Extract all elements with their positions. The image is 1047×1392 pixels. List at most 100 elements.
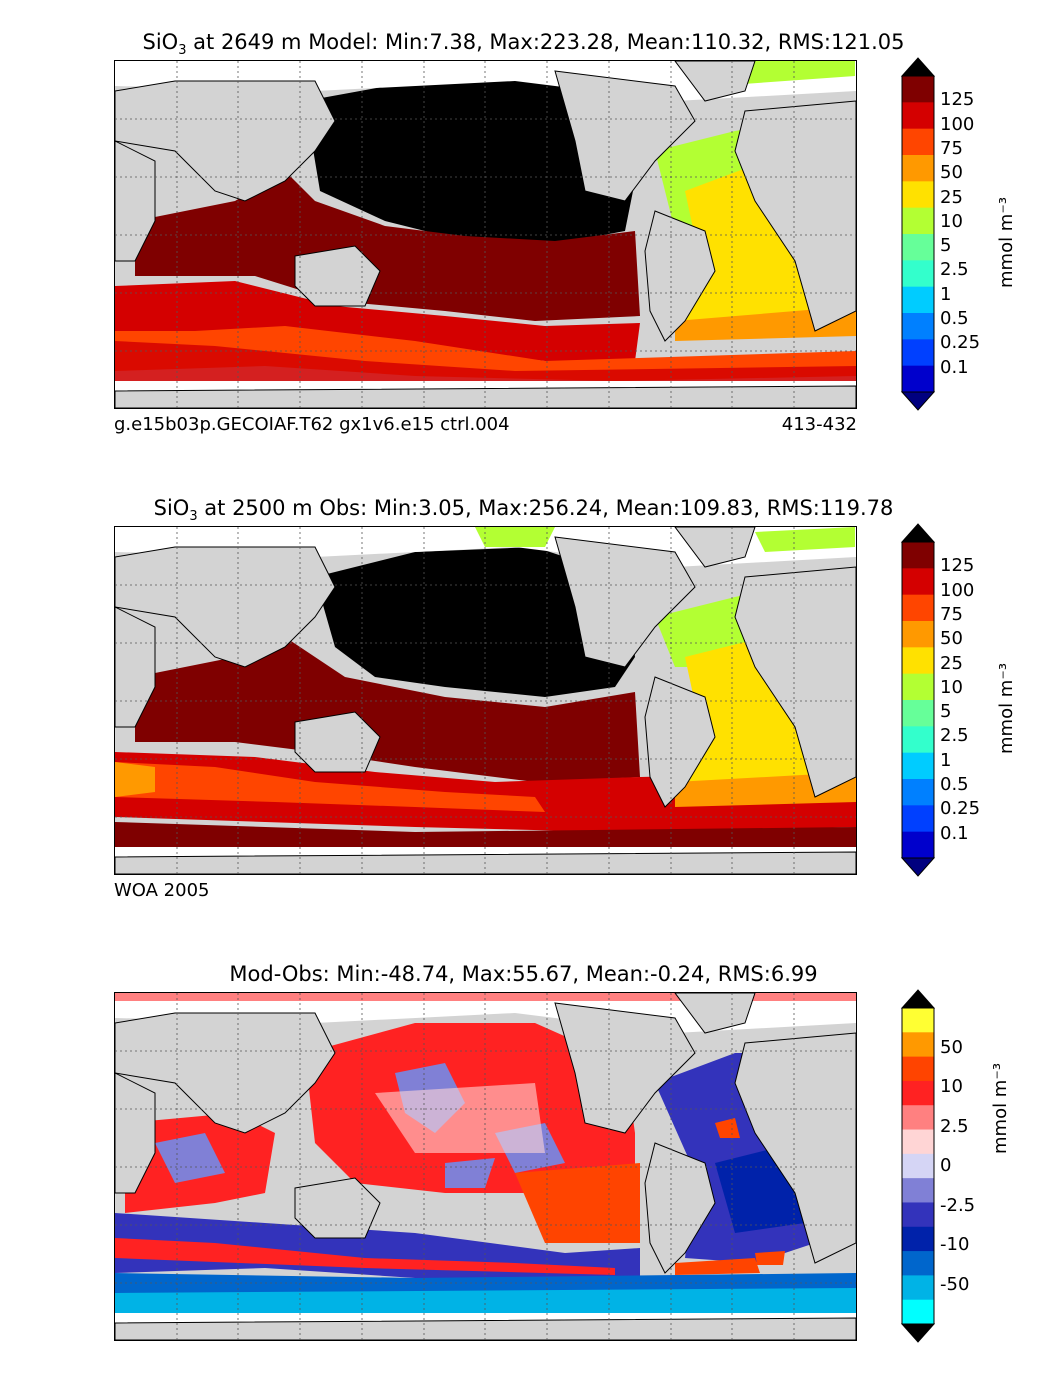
model-map [114,60,857,409]
colorbar-tick-label: -10 [940,1234,970,1255]
arctic-green [475,527,855,552]
colorbar-swatch [902,1299,934,1325]
units-label: mmol m⁻³ [996,662,1017,754]
colorbar-svg [900,57,936,411]
model-map-svg [115,61,856,408]
greenland [674,61,756,102]
colorbar-tick-label: 75 [940,137,963,159]
panel-title: SiO3 at 2500 m Obs: Min:3.05, Max:256.24… [153,496,894,525]
colorbar-swatch [902,621,934,648]
colorbar-swatch [902,260,934,288]
colorbar-tick-label: 100 [940,113,975,135]
colorbar-swatch [902,700,934,727]
colorbar-tick-label: 0 [940,1155,952,1176]
colorbar-swatch [902,1153,934,1179]
colorbar-swatch [902,181,934,209]
colorbar-tick-label: 25 [940,652,963,674]
colorbar-swatch [902,1202,934,1228]
colorbar-swatch [902,594,934,622]
greenland [674,527,756,568]
colorbar-swatch [902,1129,934,1155]
southern-red-band [115,1238,615,1275]
colorbar-swatch [902,805,934,833]
colorbar-diff [900,989,936,1343]
colorbar-obs [900,523,936,877]
colorbar-tick-label: 0.5 [940,308,969,330]
colorbar-frame [901,541,935,859]
south-america [644,676,716,808]
obs-map-svg [115,527,856,874]
colorbar-tick-label: -2.5 [940,1194,976,1216]
colorbar-tick-label: 1 [940,283,952,305]
colorbar-swatch [902,1032,934,1058]
colorbar-swatch [902,339,934,367]
eurasia [115,1012,336,1134]
panel-obs: SiO3 at 2500 m Obs: Min:3.05, Max:256.24… [0,466,1047,926]
colorbar-tick-label: 100 [940,579,975,601]
colorbar-tick-label: 2.5 [940,259,969,281]
colorbar-swatch [902,1275,934,1301]
north-america [554,1002,696,1134]
europe-africa [734,100,856,332]
greenland [674,993,756,1034]
colorbar-swatch [902,207,934,235]
colorbar-extend-min [900,857,936,877]
colorbar-swatch [902,1008,934,1033]
colorbar-tick-label: 50 [940,628,963,650]
north-america [554,536,696,668]
colorbar-tick-label: 0.5 [940,774,969,796]
colorbar-tick-label: 0.25 [940,798,981,820]
colorbar-swatch [902,752,934,780]
colorbar-tick-label: 10 [940,210,963,232]
colorbar-swatch [902,542,934,569]
colorbar-tick-label: 1 [940,749,952,771]
colorbar-swatch [902,76,934,103]
panel-title: SiO3 at 2649 m Model: Min:7.38, Max:223.… [142,30,905,59]
colorbar-swatch [902,779,934,806]
run-name: g.e15b03p.GECOIAF.T62 gx1v6.e15 ctrl.004 [114,414,510,435]
pacific-light [375,1083,545,1153]
colorbar-swatch [902,568,934,596]
colorbar-swatch [902,1056,934,1082]
colorbar-frame [901,1007,935,1325]
indian-blue [155,1133,225,1183]
grid-lines [115,61,856,408]
panel-model: SiO3 at 2649 m Model: Min:7.38, Max:223.… [0,0,1047,460]
colorbar-frame [901,75,935,393]
africa-west [115,606,156,728]
colorbar-extend-min [900,1323,936,1343]
colorbar-model [900,57,936,411]
south-indian-orange [115,762,155,797]
colorbar-tick-label: 50 [940,162,963,184]
indopac-darkred [135,171,640,321]
colorbar-tick-label: 5 [940,701,952,723]
colorbar-tick-label: -50 [940,1273,970,1295]
colorbar-swatch [902,1080,934,1106]
colorbar-svg [900,989,936,1343]
grid-lines [115,527,856,874]
australia [294,711,381,773]
colorbar-tick-label: 0.1 [940,822,969,844]
panel-diff: Mod-Obs: Min:-48.74, Max:55.67, Mean:-0.… [0,932,1047,1392]
colorbar-swatch [902,1105,934,1131]
colorbar-swatch [902,128,934,156]
colorbar-tick-label: 0.25 [940,332,981,354]
colorbar-extend-max [900,523,936,543]
colorbar-tick-label: 2.5 [940,1115,969,1137]
colorbar-tick-label: 125 [940,89,975,111]
colorbar-extend-max [900,989,936,1009]
colorbar-tick-label: 10 [940,1076,963,1097]
colorbar-swatch [902,1178,934,1203]
diff-map [114,992,857,1341]
atlantic-red-spots [675,1118,785,1275]
grid-lines [115,993,856,1340]
units-label: mmol m⁻³ [996,196,1017,288]
colorbar-swatch [902,234,934,261]
colorbar-tick-label: 50 [940,1036,963,1058]
units-label: mmol m⁻³ [990,1062,1011,1154]
colorbar-extend-min [900,391,936,411]
colorbar-swatch [902,365,934,393]
colorbar-svg [900,523,936,877]
australia [294,245,381,307]
obs-source: WOA 2005 [114,880,210,901]
